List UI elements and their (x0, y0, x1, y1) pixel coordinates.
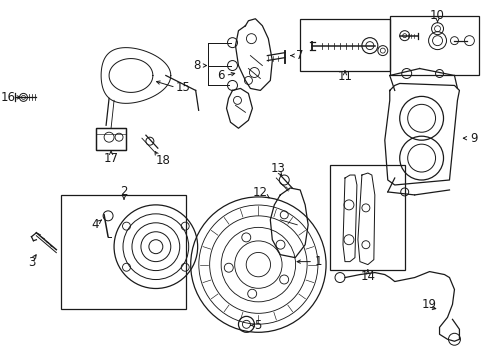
Text: 17: 17 (103, 152, 119, 165)
Text: 11: 11 (338, 70, 352, 83)
Bar (300, 19, 390, 71)
Text: 15: 15 (175, 81, 190, 94)
Text: 1: 1 (315, 255, 322, 268)
Text: 19: 19 (422, 298, 437, 311)
Text: 5: 5 (254, 319, 261, 332)
Bar (96, 128, 126, 150)
Text: 18: 18 (155, 154, 170, 167)
Text: 2: 2 (120, 185, 128, 198)
Text: 16: 16 (1, 91, 16, 104)
Text: 8: 8 (193, 59, 200, 72)
Text: 14: 14 (360, 270, 375, 283)
Text: 7: 7 (296, 49, 304, 62)
Text: 4: 4 (92, 218, 99, 231)
Text: 9: 9 (470, 132, 478, 145)
Text: 13: 13 (271, 162, 286, 175)
Bar (61, 195, 186, 309)
Text: 6: 6 (217, 69, 224, 82)
Bar (390, 16, 479, 76)
Text: 10: 10 (430, 9, 445, 22)
Bar (96, 128, 126, 150)
Bar (330, 165, 405, 270)
Text: 12: 12 (253, 186, 268, 199)
Text: 3: 3 (28, 256, 35, 269)
